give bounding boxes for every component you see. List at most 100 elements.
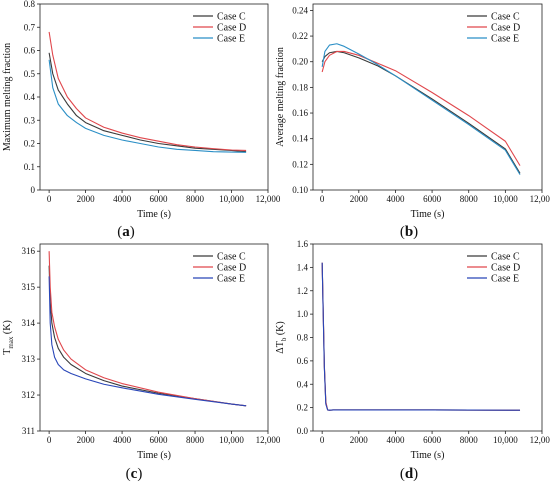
y-tick-label: 0.5 bbox=[24, 69, 36, 79]
y-axis-label-unit: (K) bbox=[2, 320, 13, 336]
y-tick-label: 0.18 bbox=[292, 82, 308, 92]
y-tick-label: 0.7 bbox=[24, 22, 36, 32]
y-axis-label-subscript: max bbox=[7, 336, 15, 349]
x-axis-label: Time (s) bbox=[137, 450, 171, 461]
legend-label: Case C bbox=[217, 12, 246, 23]
legend-label: Case C bbox=[217, 252, 246, 263]
y-axis-label: Maximum melting fraction bbox=[2, 43, 13, 151]
y-tick-label: 0.8 bbox=[24, 0, 36, 9]
x-tick-label: 8000 bbox=[186, 194, 205, 204]
legend-label: Case C bbox=[491, 12, 520, 23]
y-tick-label: 0.4 bbox=[24, 92, 36, 102]
caption-paren-open: ( bbox=[400, 466, 405, 482]
y-tick-label: 0.14 bbox=[292, 134, 308, 144]
panel-caption: (a) bbox=[117, 224, 135, 240]
caption-paren-close: ) bbox=[413, 224, 418, 240]
x-tick-label: 2000 bbox=[350, 194, 369, 204]
x-tick-label: 8000 bbox=[460, 194, 479, 204]
x-tick-label: 12,000 bbox=[530, 194, 550, 204]
y-axis-label: ΔTb (K) bbox=[275, 321, 288, 353]
y-tick-label: 0.3 bbox=[24, 115, 36, 125]
series-line-case-d bbox=[321, 50, 521, 166]
x-tick-label: 0 bbox=[47, 194, 52, 204]
y-tick-label: 0.2 bbox=[297, 403, 308, 413]
plot-frame bbox=[39, 243, 269, 432]
legend-label: Case C bbox=[491, 252, 520, 263]
series-line-case-c bbox=[321, 50, 521, 174]
legend-label: Case D bbox=[491, 23, 520, 34]
y-axis-label-main: ΔT bbox=[275, 341, 286, 354]
y-axis-label-subscript: b bbox=[280, 337, 288, 341]
panel-caption: (c) bbox=[126, 466, 143, 482]
chart-panel-a: 0 2000 4000 6000 8000 10,000 12,000 0 0.1 0.2 0.3 0… bbox=[2, 0, 281, 220]
x-tick-label: 6000 bbox=[150, 194, 169, 204]
y-axis-label-unit: (K) bbox=[275, 321, 286, 337]
x-tick-label: 0 bbox=[47, 435, 52, 445]
x-axis-label: Time (s) bbox=[411, 450, 445, 461]
y-axis-label: Tmax (K) bbox=[2, 320, 15, 355]
y-tick-label: 1.4 bbox=[297, 262, 309, 272]
series-line-case-c bbox=[321, 262, 521, 411]
y-axis-label: Average melting fraction bbox=[275, 47, 286, 147]
caption-letter: a bbox=[122, 224, 130, 240]
x-tick-label: 10,000 bbox=[493, 194, 518, 204]
y-tick-label: 1.0 bbox=[297, 309, 309, 319]
caption-paren-open: ( bbox=[400, 224, 405, 240]
chart-panel-b: 0 2000 4000 6000 8000 10,000 12,000 0.10 0.12 0.1… bbox=[275, 3, 550, 220]
x-tick-label: 2000 bbox=[77, 435, 96, 445]
x-tick-label: 2000 bbox=[350, 435, 369, 445]
y-tick-label: 315 bbox=[22, 282, 36, 292]
y-tick-label: 0.12 bbox=[292, 159, 308, 169]
x-axis-label: Time (s) bbox=[411, 209, 445, 220]
series-line-case-d bbox=[321, 262, 521, 411]
series-line-case-c bbox=[48, 265, 247, 407]
x-tick-label: 4000 bbox=[386, 435, 405, 445]
x-tick-label: 8000 bbox=[460, 435, 479, 445]
y-tick-label: 0.1 bbox=[24, 162, 35, 172]
y-tick-label: 311 bbox=[22, 426, 35, 436]
x-tick-label: 8000 bbox=[186, 435, 205, 445]
y-tick-label: 0.6 bbox=[24, 46, 36, 56]
series-line-case-e bbox=[321, 43, 521, 175]
caption-paren-close: ) bbox=[130, 224, 135, 240]
y-tick-label: 313 bbox=[22, 354, 36, 364]
x-tick-label: 10,000 bbox=[493, 435, 518, 445]
x-axis-label: Time (s) bbox=[137, 209, 171, 220]
y-tick-label: 314 bbox=[22, 318, 36, 328]
y-tick-label: 0.24 bbox=[292, 5, 308, 15]
x-tick-label: 0 bbox=[320, 194, 325, 204]
legend-label: Case E bbox=[491, 34, 519, 45]
y-tick-label: 0.4 bbox=[297, 379, 309, 389]
series-line-case-d bbox=[48, 251, 247, 407]
legend-label: Case E bbox=[217, 34, 245, 45]
legend-label: Case E bbox=[217, 274, 245, 285]
caption-paren-close: ) bbox=[413, 466, 418, 482]
y-tick-label: 0.8 bbox=[297, 333, 309, 343]
series-line-case-e bbox=[48, 276, 247, 407]
x-tick-label: 10,000 bbox=[219, 435, 244, 445]
series-line-case-d bbox=[48, 31, 247, 152]
series-line-case-e bbox=[48, 59, 247, 153]
y-tick-label: 0.2 bbox=[24, 139, 35, 149]
x-tick-label: 4000 bbox=[386, 194, 405, 204]
caption-letter: c bbox=[131, 466, 138, 482]
caption-paren-open: ( bbox=[117, 224, 122, 240]
legend-label: Case D bbox=[217, 263, 246, 274]
y-axis-label-main: Average melting fraction bbox=[275, 47, 286, 147]
legend-label: Case D bbox=[217, 23, 246, 34]
x-tick-label: 12,000 bbox=[530, 435, 550, 445]
y-axis-label-main: T bbox=[2, 349, 13, 355]
series-line-case-e bbox=[321, 262, 521, 411]
caption-paren-close: ) bbox=[137, 466, 142, 482]
y-axis-label-main: Maximum melting fraction bbox=[2, 43, 13, 151]
y-tick-label: 0.16 bbox=[292, 108, 308, 118]
y-tick-label: 0.6 bbox=[297, 356, 309, 366]
caption-letter: d bbox=[405, 466, 414, 482]
y-tick-label: 0.10 bbox=[292, 185, 308, 195]
x-tick-label: 10,000 bbox=[219, 194, 244, 204]
legend-label: Case E bbox=[491, 274, 519, 285]
x-tick-label: 12,000 bbox=[256, 194, 281, 204]
panel-caption: (b) bbox=[400, 224, 418, 240]
y-tick-label: 1.6 bbox=[297, 239, 309, 249]
